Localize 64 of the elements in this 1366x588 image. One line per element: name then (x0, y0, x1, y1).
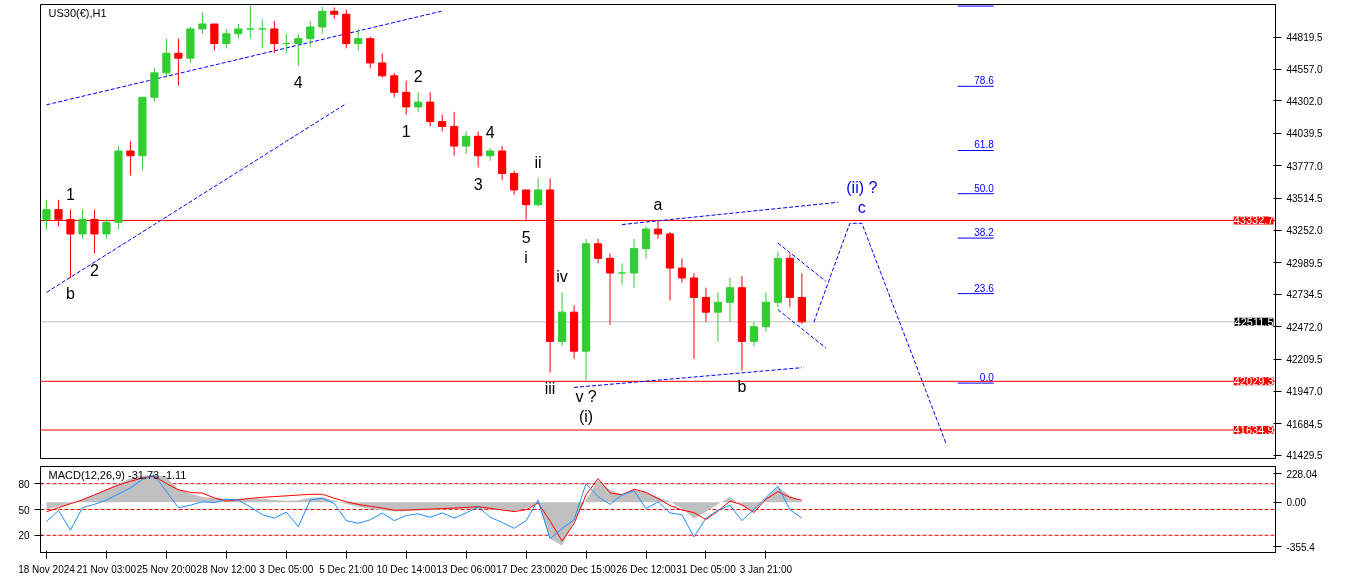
y-tick-label: 42734.5 (1286, 289, 1324, 301)
annotation: 61.8 (974, 139, 995, 151)
x-tick-label: 20 Dec 15:00 (556, 563, 617, 575)
y-tick-label: 42472.0 (1286, 321, 1324, 333)
annotation: 2 (413, 68, 423, 86)
annotation: b (66, 285, 76, 303)
annotation: 1 (401, 122, 411, 140)
x-tick-label: 28 Nov 12:00 (196, 563, 257, 575)
y-tick-label: 228.04 (1286, 468, 1318, 480)
y-tick-label: 41429.5 (1286, 450, 1324, 462)
annotation: b (737, 378, 747, 396)
annotation: 78.6 (974, 75, 995, 87)
annotation: (i) (578, 408, 594, 426)
annotation: v ? (575, 388, 597, 406)
y-tick-label: 43252.0 (1286, 225, 1324, 237)
annotation: 4 (293, 73, 303, 91)
x-tick-label: 3 Jan 21:00 (739, 563, 793, 575)
x-tick-label: 21 Nov 03:00 (76, 563, 137, 575)
annotation: i (524, 248, 528, 266)
annotation: iv (556, 268, 568, 286)
x-tick-label: 17 Dec 23:00 (496, 563, 557, 575)
y-tick-label: 44819.5 (1286, 32, 1324, 44)
y2-tick-label: 20 (18, 530, 30, 542)
ref-line-label: 41634.9 (1233, 424, 1274, 437)
annotation: ii (534, 153, 542, 171)
annotation: 23.6 (974, 282, 995, 294)
y-tick-label: 43777.0 (1286, 160, 1324, 172)
y-tick-label: 44302.0 (1286, 95, 1324, 107)
annotation: 50.0 (974, 182, 995, 194)
y-tick-label: 42209.5 (1286, 354, 1324, 366)
chart-title: US30(€),H1 (48, 6, 107, 19)
annotation: 1 (66, 185, 76, 203)
annotation: a (653, 196, 663, 214)
y-tick-label: 44039.5 (1286, 128, 1324, 140)
y-tick-label: 44557.0 (1286, 64, 1324, 76)
annotation: (ii) ? (846, 178, 878, 196)
y2-tick-label: 80 (18, 478, 30, 490)
annotation: 3 (473, 175, 483, 193)
y-tick-label: 0.00 (1286, 497, 1307, 509)
y-tick-label: 42989.5 (1286, 257, 1324, 269)
annotation: 5 (521, 229, 531, 247)
chart-title: MACD(12,26,9) -31.73 -1.11 (48, 468, 187, 481)
x-tick-label: 10 Dec 14:00 (376, 563, 437, 575)
annotation: c (857, 198, 866, 216)
annotation: 0.0 (979, 372, 995, 384)
x-tick-label: 31 Dec 05:00 (676, 563, 737, 575)
ref-line-label: 42029.3 (1233, 375, 1274, 388)
annotation: 38.2 (974, 227, 995, 239)
annotation: 2 (90, 261, 100, 279)
ref-line-label: 42511.5 (1234, 315, 1274, 328)
x-tick-label: 18 Nov 2024 (18, 563, 76, 575)
annotation: iii (544, 380, 556, 398)
x-tick-label: 26 Dec 12:00 (616, 563, 677, 575)
x-tick-label: 3 Dec 05:00 (259, 563, 314, 575)
y-tick-label: 41947.0 (1286, 386, 1324, 398)
y-tick-label: -355.4 (1286, 541, 1316, 553)
y-tick-label: 41684.5 (1286, 418, 1324, 430)
ref-line-label: 43332.7 (1233, 214, 1274, 227)
x-tick-label: 5 Dec 21:00 (319, 563, 374, 575)
x-tick-label: 25 Nov 20:00 (136, 563, 197, 575)
annotation: 4 (485, 124, 495, 142)
y-tick-label: 43514.5 (1286, 193, 1324, 205)
x-tick-label: 13 Dec 06:00 (436, 563, 497, 575)
y2-tick-label: 50 (18, 504, 30, 516)
